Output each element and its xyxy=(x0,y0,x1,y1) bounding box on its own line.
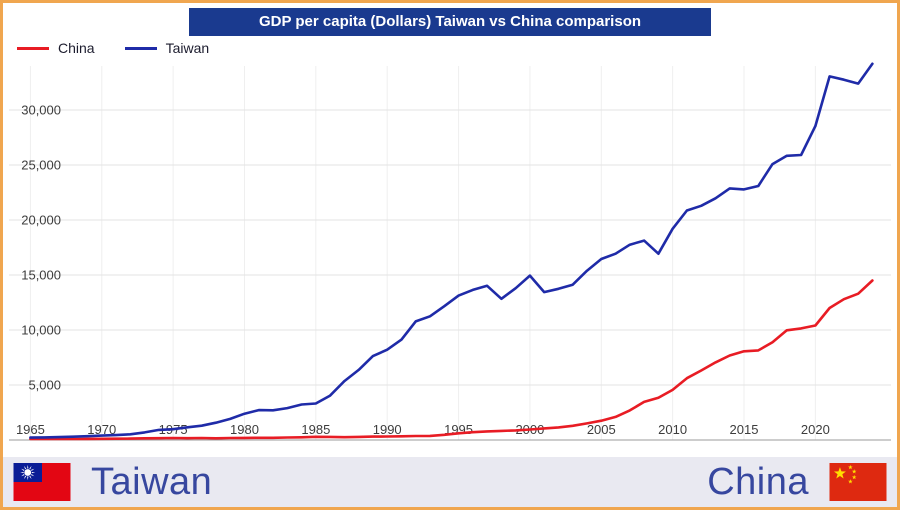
svg-text:15,000: 15,000 xyxy=(21,267,61,282)
footer-label-china: China xyxy=(707,460,809,503)
svg-text:5,000: 5,000 xyxy=(28,377,61,392)
legend-label-taiwan: Taiwan xyxy=(165,40,210,57)
china-line-swatch xyxy=(17,46,49,50)
svg-text:1980: 1980 xyxy=(230,422,259,437)
svg-text:30,000: 30,000 xyxy=(21,102,61,117)
svg-text:1970: 1970 xyxy=(87,422,116,437)
svg-text:25,000: 25,000 xyxy=(21,157,61,172)
legend-item-taiwan: Taiwan xyxy=(124,40,210,57)
china-flag-icon xyxy=(829,462,887,501)
chart-title: GDP per capita (Dollars) Taiwan vs China… xyxy=(189,8,711,36)
taiwan-line-swatch xyxy=(124,46,157,50)
footer-taiwan-group: Taiwan xyxy=(13,460,213,503)
svg-text:1965: 1965 xyxy=(16,422,45,437)
svg-text:1990: 1990 xyxy=(373,422,402,437)
chart-area: 5,000 10,000 15,000 20,000 25,000 30,000 1965 1… xyxy=(3,58,897,457)
footer-label-taiwan: Taiwan xyxy=(91,460,213,503)
taiwan-flag-icon xyxy=(13,462,71,501)
svg-text:2020: 2020 xyxy=(801,422,830,437)
svg-text:2015: 2015 xyxy=(730,422,759,437)
footer-china-group: China xyxy=(707,460,887,503)
gdp-line-chart: 5,000 10,000 15,000 20,000 25,000 30,000 1965 1… xyxy=(9,62,891,441)
svg-text:2005: 2005 xyxy=(587,422,616,437)
legend-item-china: China xyxy=(17,40,95,56)
svg-text:1985: 1985 xyxy=(301,422,330,437)
chart-legend: China Taiwan xyxy=(17,39,897,58)
legend-label-china: China xyxy=(58,40,95,57)
svg-text:2010: 2010 xyxy=(658,422,687,437)
svg-text:10,000: 10,000 xyxy=(21,322,61,337)
footer-banner: Taiwan China xyxy=(3,456,897,507)
svg-text:20,000: 20,000 xyxy=(21,212,61,227)
